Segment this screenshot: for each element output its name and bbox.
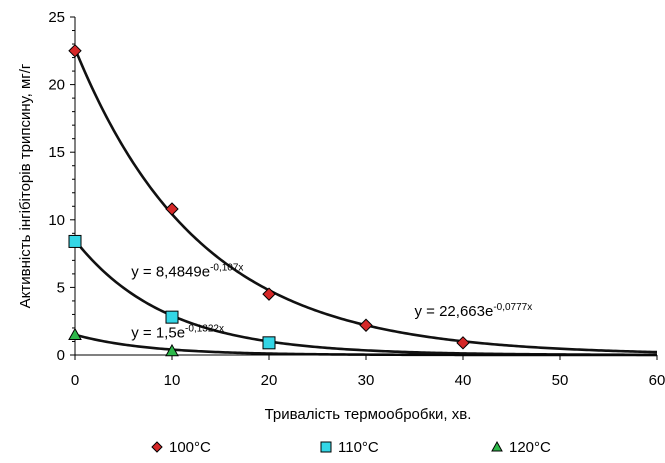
equation-exponent: -0,107x	[210, 263, 243, 274]
legend-marker-3	[491, 440, 503, 452]
trend-lines	[73, 48, 658, 357]
x-tick-label: 20	[261, 372, 278, 389]
y-tick-label: 0	[57, 347, 65, 364]
y-tick-label: 25	[48, 9, 65, 26]
data-point-s2-2	[165, 310, 179, 324]
x-axis-title: Тривалість термообробки, хв.	[265, 406, 472, 423]
x-tick-label: 30	[358, 372, 375, 389]
x-tick-label: 10	[164, 372, 181, 389]
data-point-s3-2	[165, 343, 179, 357]
equation-base: y = 22,663e	[415, 303, 494, 320]
data-point-s1-3	[262, 287, 276, 301]
y-tick-label: 5	[57, 279, 65, 296]
x-tick-label: 0	[71, 372, 79, 389]
legend: 100°C 110°C 120°C	[151, 439, 551, 456]
legend-marker-1	[151, 441, 163, 453]
x-tick-label: 60	[649, 372, 665, 389]
legend-item-2: 110°C	[320, 439, 379, 456]
data-point-s1-1	[68, 44, 82, 58]
y-tick-label: 15	[48, 144, 65, 161]
y-axis-title: Активність інгібіторів трипсину, мг/г	[17, 63, 34, 308]
markers	[68, 44, 470, 357]
equation-exponent: -0,0777x	[493, 302, 532, 313]
trend-equation-3: y = 1,5e-0,1322x	[131, 323, 224, 341]
data-point-s2-1	[68, 234, 82, 248]
legend-item-3: 120°C	[491, 439, 551, 456]
trend-equation-2: y = 8,4849e-0,107x	[131, 263, 243, 281]
equation-base: y = 8,4849e	[131, 264, 210, 281]
legend-label-3: 120°C	[509, 439, 551, 456]
legend-item-1: 100°C	[151, 439, 211, 456]
x-ticks: 0 10 20 30 40 50 60	[71, 355, 665, 389]
data-point-s1-5	[456, 336, 470, 350]
axes	[74, 17, 657, 356]
x-tick-label: 40	[455, 372, 472, 389]
equation-base: y = 1,5e	[131, 324, 185, 341]
x-tick-label: 50	[552, 372, 569, 389]
legend-label-2: 110°C	[338, 439, 379, 456]
y-tick-label: 20	[48, 77, 65, 94]
data-point-s1-4	[359, 318, 373, 332]
equation-exponent: -0,1322x	[185, 323, 224, 334]
data-point-s1-2	[165, 202, 179, 216]
legend-label-1: 100°C	[169, 439, 211, 456]
y-tick-label: 10	[48, 212, 65, 229]
legend-marker-2	[320, 441, 332, 453]
data-point-s3-1	[68, 327, 82, 341]
trendline-1	[73, 48, 658, 354]
trend-equation-1: y = 22,663e-0,0777x	[415, 302, 533, 320]
data-point-s2-3	[262, 336, 276, 350]
y-ticks: 0 5 10 15 20 25	[48, 9, 75, 364]
